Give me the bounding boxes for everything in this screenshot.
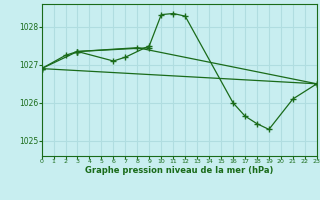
X-axis label: Graphe pression niveau de la mer (hPa): Graphe pression niveau de la mer (hPa) [85, 166, 273, 175]
